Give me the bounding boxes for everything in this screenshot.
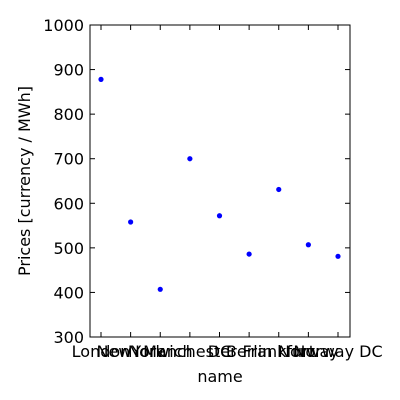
y-tick-label: 400	[53, 283, 84, 302]
data-point-norway-dc	[335, 253, 341, 259]
x-axis-ticks: LondonNewYorkNorwichManchesterDCBerlinFr…	[72, 25, 383, 361]
x-axis-title: name	[197, 367, 242, 386]
x-tick-label: DC	[208, 342, 232, 361]
y-tick-label: 800	[53, 105, 84, 124]
y-tick-label: 900	[53, 61, 84, 80]
data-point-norway	[305, 242, 311, 248]
x-tick-label: Norway	[278, 342, 339, 361]
x-tick-label: Norwich	[128, 342, 193, 361]
data-point-dc	[216, 213, 223, 219]
plot-frame	[89, 24, 351, 338]
x-tick-label: Frankfurt	[243, 342, 315, 361]
x-tick-label: London	[72, 342, 131, 361]
y-tick-label: 600	[53, 194, 84, 213]
x-tick-label: NewYork	[97, 342, 166, 361]
x-tick-label: Manchester	[143, 342, 237, 361]
data-point-newyork	[128, 219, 134, 225]
y-tick-label: 500	[53, 239, 84, 258]
y-axis-ticks: 300 400 500 600 700 800 900 1000	[43, 16, 350, 347]
y-axis-title: Prices [currency / MWh]	[15, 86, 34, 276]
y-tick-label: 700	[53, 150, 84, 169]
y-tick-label: 300	[53, 328, 84, 347]
data-point-berlin	[246, 251, 252, 257]
data-point-frankfurt	[276, 186, 282, 193]
x-tick-label: Berlin	[226, 342, 272, 361]
data-point-london	[98, 76, 104, 82]
x-tick-label: Norway DC	[293, 342, 382, 361]
y-tick-label: 1000	[43, 16, 84, 35]
data-points	[98, 76, 341, 292]
data-point-norwich	[157, 286, 163, 292]
data-point-manchester	[187, 156, 193, 162]
